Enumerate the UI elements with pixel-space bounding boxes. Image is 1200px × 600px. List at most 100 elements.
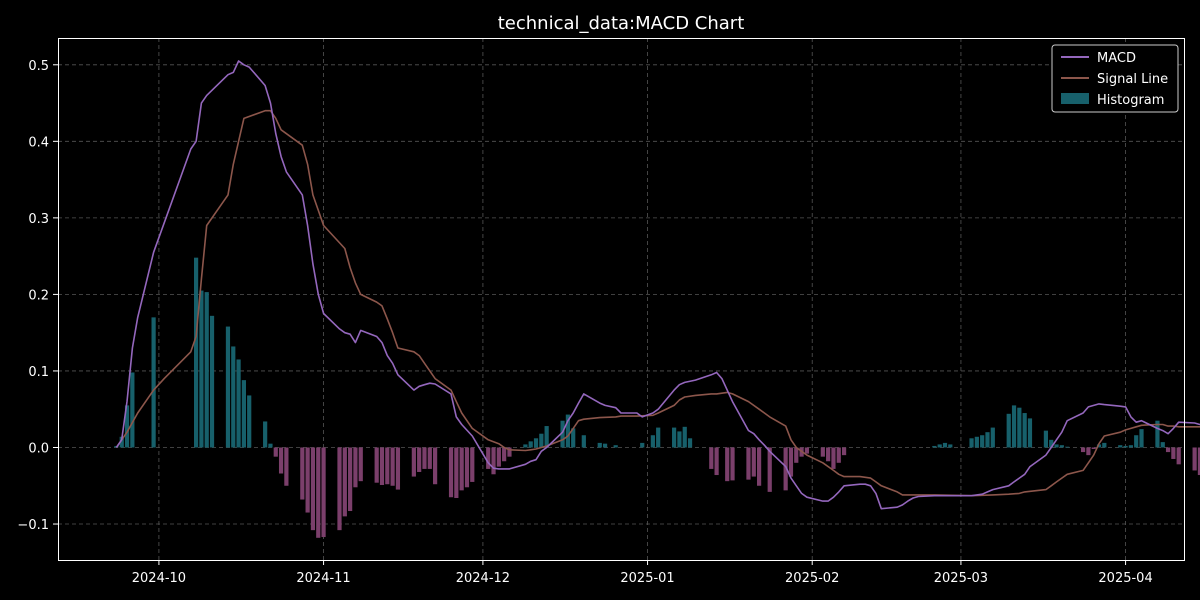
histogram-bar xyxy=(374,447,379,483)
histogram-bar xyxy=(124,405,130,448)
x-tick-label: 2025-04 xyxy=(1098,571,1152,586)
macd-line xyxy=(115,60,1200,510)
histogram-bar xyxy=(783,447,788,491)
histogram-bar xyxy=(379,447,385,485)
histogram-bar xyxy=(640,442,645,448)
histogram-bar xyxy=(581,435,586,448)
x-tick-label: 2025-02 xyxy=(785,571,839,586)
histogram-bar xyxy=(236,359,241,448)
series-lines xyxy=(115,60,1200,510)
legend-label-macd: MACD xyxy=(1097,51,1136,66)
histogram-bar xyxy=(1123,445,1128,448)
y-tick-label: 0.3 xyxy=(28,212,49,227)
histogram-bar xyxy=(560,420,565,448)
histogram-bar xyxy=(130,372,135,448)
histogram-bar xyxy=(1022,413,1027,448)
histogram-bar xyxy=(278,447,284,474)
y-tick-label: 0.0 xyxy=(28,441,49,456)
histogram-bar xyxy=(316,447,321,538)
y-tick-label: 0.1 xyxy=(28,365,49,380)
histogram-bar xyxy=(565,414,570,448)
chart-title: technical_data:MACD Chart xyxy=(498,13,745,34)
histogram-bar xyxy=(1017,407,1022,448)
histogram-bar xyxy=(714,447,719,476)
histogram-bar xyxy=(746,447,751,480)
histogram-bar xyxy=(1118,445,1123,448)
histogram-bar xyxy=(1160,442,1165,448)
histogram-bar xyxy=(1171,447,1176,459)
histogram-bar xyxy=(284,447,289,486)
y-tick-label: 0.2 xyxy=(28,288,49,303)
histogram-bar xyxy=(300,447,305,500)
histogram-bar xyxy=(969,438,974,448)
histogram-bar xyxy=(1065,446,1070,448)
histogram-bar xyxy=(544,426,549,448)
histogram-bar xyxy=(353,447,358,488)
histogram-bars xyxy=(114,257,1200,538)
legend-label-signal: Signal Line xyxy=(1097,72,1168,87)
histogram-bar xyxy=(932,445,937,448)
histogram-bar xyxy=(321,447,326,538)
histogram-bar xyxy=(756,447,762,486)
histogram-bar xyxy=(602,443,608,448)
histogram-bar xyxy=(937,444,942,448)
histogram-bar xyxy=(1192,447,1197,471)
histogram-bar xyxy=(310,447,316,531)
histogram-bar xyxy=(1011,405,1017,448)
histogram-bar xyxy=(948,444,953,448)
histogram-bar xyxy=(980,435,985,448)
histogram-bar xyxy=(767,447,772,492)
histogram-bar xyxy=(337,447,342,531)
histogram-bar xyxy=(523,444,528,448)
x-tick-label: 2024-12 xyxy=(456,571,510,586)
histogram-bar xyxy=(942,442,948,448)
histogram-bar xyxy=(687,438,693,448)
histogram-bar xyxy=(395,447,401,490)
histogram-bar xyxy=(1049,439,1054,448)
plot-frame xyxy=(58,38,1185,561)
histogram-bar xyxy=(273,447,278,457)
histogram-bar xyxy=(597,442,602,448)
histogram-bar xyxy=(613,445,618,448)
histogram-bar xyxy=(263,421,268,448)
signal-line xyxy=(115,109,1200,497)
histogram-bar xyxy=(209,315,215,448)
histogram-bar xyxy=(225,326,231,448)
y-axis: −0.1 0.0 0.1 0.2 0.3 0.4 0.5 xyxy=(17,59,58,533)
legend: MACD Signal Line Histogram xyxy=(1051,44,1179,113)
histogram-bar xyxy=(831,447,836,469)
histogram-bar xyxy=(1197,447,1200,476)
histogram-bar xyxy=(533,438,539,448)
histogram-bar xyxy=(464,447,470,488)
histogram-bar xyxy=(804,447,809,454)
histogram-bar xyxy=(151,317,156,448)
x-tick-label: 2025-01 xyxy=(620,571,674,586)
histogram-bar xyxy=(199,290,204,448)
histogram-bar xyxy=(305,447,310,513)
histogram-bar xyxy=(496,447,501,467)
histogram-bar xyxy=(1139,429,1144,448)
histogram-bar xyxy=(682,426,687,448)
histogram-bar xyxy=(985,432,990,448)
histogram-bar xyxy=(1006,413,1011,448)
histogram-bar xyxy=(1027,418,1033,448)
histogram-bar xyxy=(788,447,794,477)
histogram-bar xyxy=(1165,447,1171,453)
histogram-bar xyxy=(268,443,273,448)
y-tick-label: 0.4 xyxy=(28,135,49,150)
histogram-bar xyxy=(204,292,209,448)
histogram-bar xyxy=(1102,442,1107,448)
histogram-bar xyxy=(502,447,507,462)
histogram-bar xyxy=(454,447,459,499)
histogram-bar xyxy=(358,447,363,482)
histogram-bar xyxy=(571,428,576,448)
histogram-bar xyxy=(751,447,756,477)
legend-swatch-histogram xyxy=(1061,93,1089,104)
legend-label-histogram: Histogram xyxy=(1097,93,1164,108)
histogram-bar xyxy=(826,447,831,462)
histogram-bar xyxy=(390,447,395,486)
histogram-bar xyxy=(1059,445,1064,448)
histogram-bar xyxy=(836,447,841,463)
